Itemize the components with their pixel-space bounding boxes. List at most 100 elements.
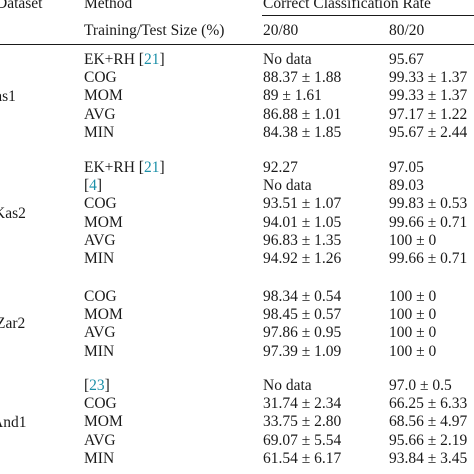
rate-80-20-cell: 99.66 ± 0.71	[389, 250, 468, 267]
method-cell: AVG	[84, 107, 116, 123]
method-name: COG	[84, 69, 117, 86]
method-name: [	[84, 377, 90, 394]
method-bracket: ]	[159, 51, 165, 68]
rate-20-80-cell: 96.83 ± 1.35	[263, 232, 342, 249]
rate-80-20-cell: 97.17 ± 1.22	[389, 106, 468, 123]
header-rule	[0, 44, 474, 45]
method-name: MIN	[84, 450, 115, 467]
rate-20-80-cell: 93.51 ± 1.07	[263, 195, 342, 212]
method-cell: AVG	[84, 433, 116, 449]
rate-20-80-cell: 97.86 ± 0.95	[263, 324, 342, 341]
method-cell: AVG	[84, 325, 116, 341]
method-name: AVG	[84, 106, 116, 123]
rate-80-20-cell: 99.33 ± 1.37	[389, 87, 468, 104]
rate-20-80-cell: 69.07 ± 5.54	[263, 432, 342, 449]
method-name: AVG	[84, 324, 116, 341]
method-name: COG	[84, 395, 117, 412]
method-cell: AVG	[84, 233, 116, 249]
rate-80-20-cell: 97.05	[389, 159, 424, 176]
rate-20-80-cell: 86.88 ± 1.01	[263, 106, 342, 123]
rate-80-20-cell: 93.84 ± 3.45	[389, 450, 468, 467]
method-name: EK+RH [	[84, 51, 144, 68]
rate-20-80-cell: 92.27	[263, 159, 298, 176]
rate-20-80-cell: 61.54 ± 6.17	[263, 450, 342, 467]
rate-20-80-cell: 97.39 ± 1.09	[263, 343, 342, 360]
method-name: MOM	[84, 214, 123, 231]
method-name: COG	[84, 288, 117, 305]
rate-80-20-cell: 100 ± 0	[389, 232, 437, 249]
method-name: [	[84, 177, 90, 194]
method-name: MIN	[84, 343, 115, 360]
method-cell: MIN	[84, 251, 114, 267]
header-split-b: 80/20	[389, 22, 425, 39]
method-bracket: ]	[159, 159, 165, 176]
rate-20-80-cell: No data	[263, 51, 312, 68]
rate-80-20-cell: 99.33 ± 1.37	[389, 69, 468, 86]
rate-20-80-cell: 94.92 ± 1.26	[263, 250, 342, 267]
rate-80-20-cell: 100 ± 0	[389, 288, 437, 305]
method-bracket: ]	[104, 377, 110, 394]
rate-80-20-cell: 95.67	[389, 51, 424, 68]
reference-link[interactable]: 23	[89, 377, 105, 394]
rate-80-20-cell: 100 ± 0	[389, 324, 437, 341]
rate-80-20-cell: 100 ± 0	[389, 306, 437, 323]
rate-80-20-cell: 66.25 ± 6.33	[389, 395, 468, 412]
method-cell: MOM	[84, 88, 123, 104]
rate-80-20-cell: 100 ± 0	[389, 343, 437, 360]
rate-80-20-cell: 89.03	[389, 177, 424, 194]
header-split-a: 20/80	[263, 22, 299, 39]
method-name: MOM	[84, 413, 123, 430]
method-name: MOM	[84, 87, 123, 104]
method-cell: MIN	[84, 125, 114, 141]
rate-80-20-cell: 95.66 ± 2.19	[389, 432, 468, 449]
method-name: MOM	[84, 306, 123, 323]
method-cell: COG	[84, 196, 117, 212]
header-method: Method	[84, 0, 133, 12]
method-cell: MOM	[84, 414, 123, 430]
method-name: MIN	[84, 250, 115, 267]
method-cell: EK+RH [21]	[84, 52, 165, 68]
rate-20-80-cell: 98.45 ± 0.57	[263, 306, 342, 323]
method-name: AVG	[84, 232, 116, 249]
method-cell: COG	[84, 289, 117, 305]
method-cell: [4]	[84, 178, 102, 194]
rate-20-80-cell: 98.34 ± 0.54	[263, 288, 342, 305]
dataset-name: And1	[0, 413, 27, 431]
header-size-label: Training/Test Size (%)	[84, 22, 225, 39]
rate-80-20-cell: 99.66 ± 0.71	[389, 214, 468, 231]
method-cell: MIN	[84, 451, 114, 467]
method-name: COG	[84, 195, 117, 212]
dataset-name: Kas1	[0, 87, 16, 105]
method-cell: MOM	[84, 215, 123, 231]
rate-20-80-cell: 94.01 ± 1.05	[263, 214, 342, 231]
rate-20-80-cell: 31.74 ± 2.34	[263, 395, 342, 412]
method-bracket: ]	[96, 177, 103, 194]
dataset-name: Kas2	[0, 204, 26, 222]
rate-underline	[262, 15, 474, 16]
rate-20-80-cell: No data	[263, 177, 312, 194]
rate-20-80-cell: 33.75 ± 2.80	[263, 413, 342, 430]
rate-80-20-cell: 99.83 ± 0.53	[389, 195, 468, 212]
rate-80-20-cell: 95.67 ± 2.44	[389, 124, 468, 141]
header-dataset: Dataset	[0, 0, 43, 12]
method-name: MIN	[84, 124, 115, 141]
reference-link[interactable]: 4	[89, 177, 97, 194]
header-rate: Correct Classification Rate	[263, 0, 431, 12]
method-name: AVG	[84, 432, 116, 449]
method-name: EK+RH [	[84, 159, 144, 176]
method-cell: MOM	[84, 307, 123, 323]
rate-20-80-cell: No data	[263, 377, 312, 394]
rate-20-80-cell: 84.38 ± 1.85	[263, 124, 342, 141]
method-cell: COG	[84, 70, 117, 86]
rate-80-20-cell: 68.56 ± 4.97	[389, 413, 468, 430]
method-cell: [23]	[84, 378, 110, 394]
reference-link[interactable]: 21	[143, 51, 160, 68]
reference-link[interactable]: 21	[143, 159, 160, 176]
method-cell: EK+RH [21]	[84, 160, 165, 176]
rate-20-80-cell: 88.37 ± 1.88	[263, 69, 342, 86]
dataset-name: Zar2	[0, 315, 26, 333]
method-cell: MIN	[84, 344, 114, 360]
rate-80-20-cell: 97.0 ± 0.5	[389, 377, 452, 394]
method-cell: COG	[84, 396, 117, 412]
rate-20-80-cell: 89 ± 1.61	[263, 87, 322, 104]
